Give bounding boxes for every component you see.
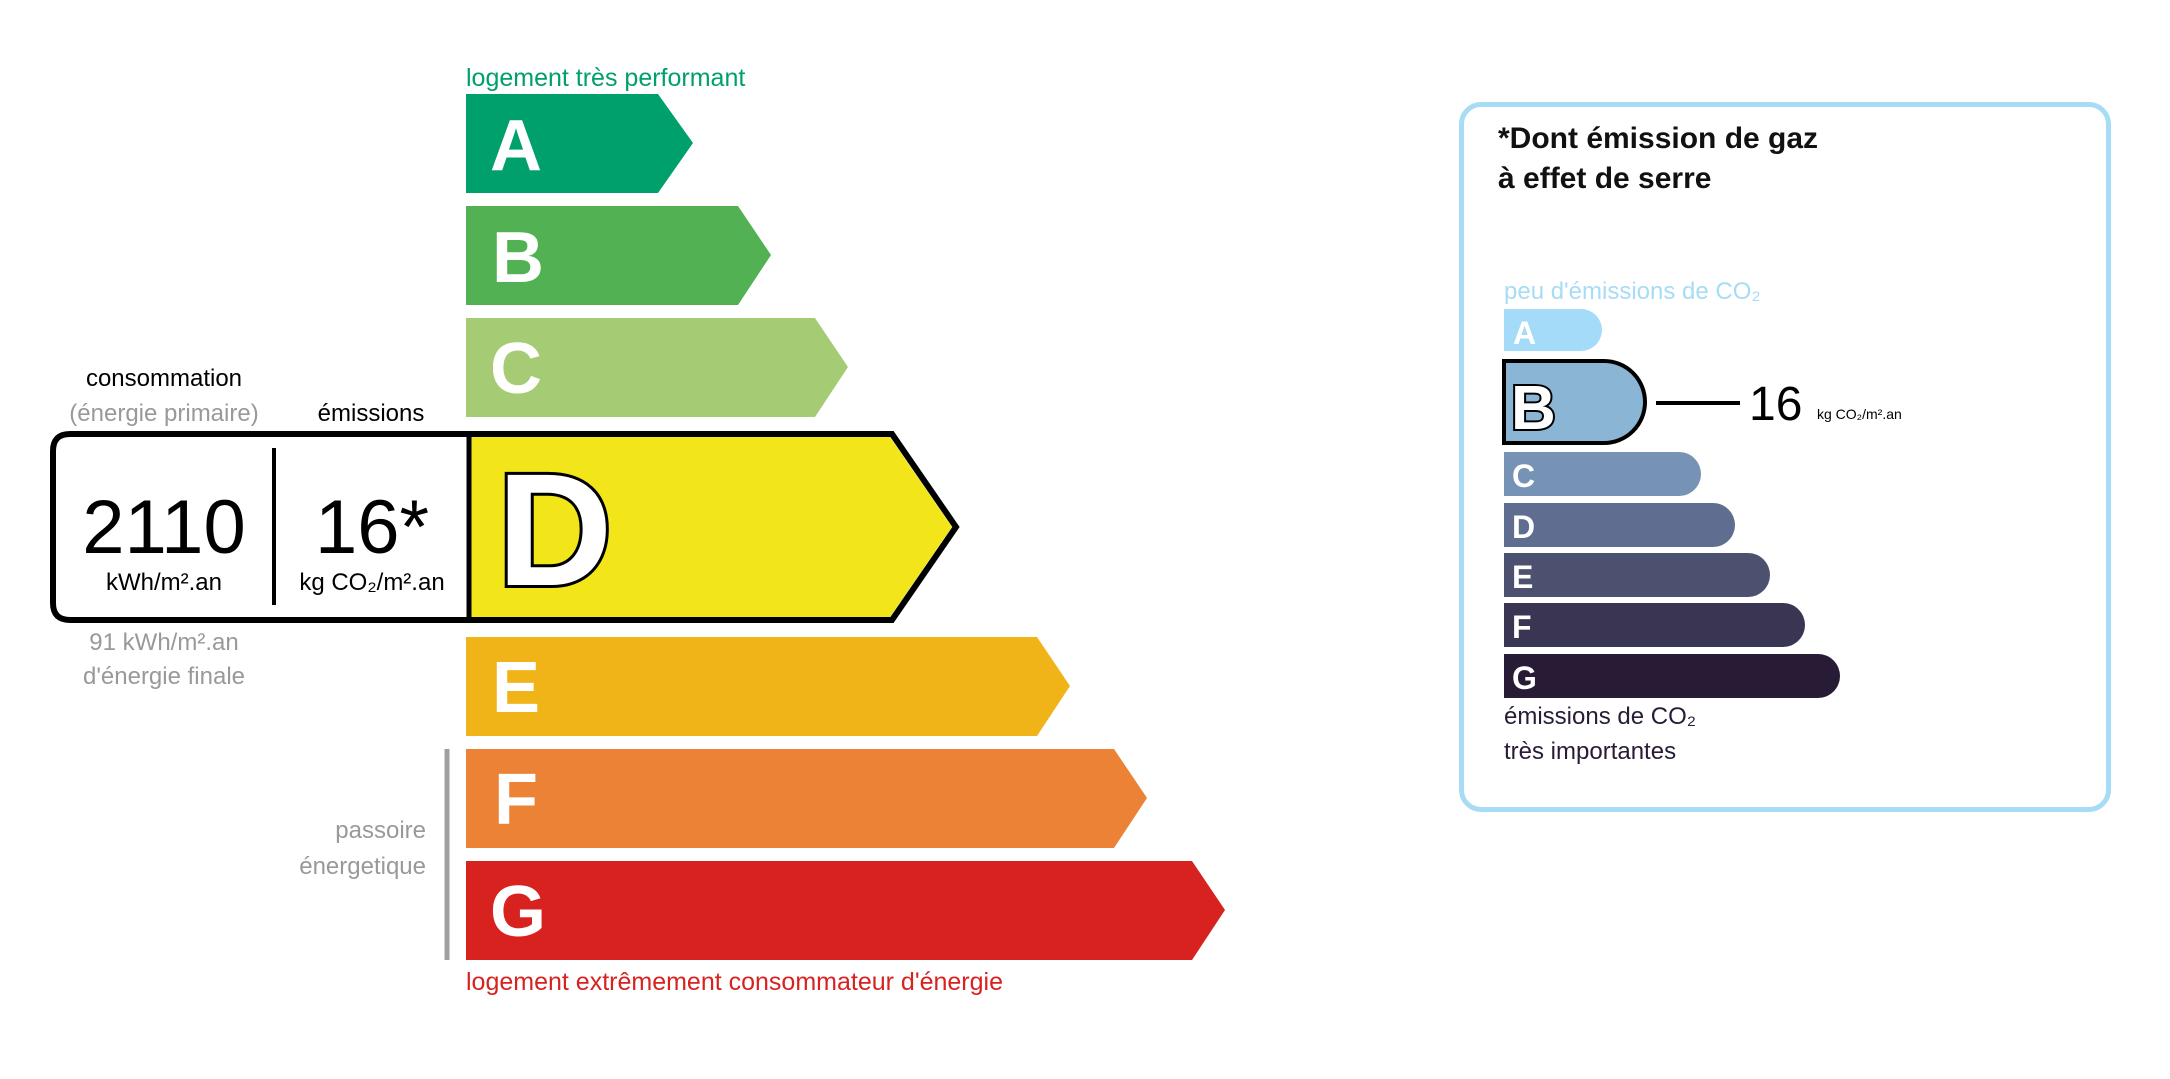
dpe-class-e: E (466, 637, 1070, 736)
dpe-letter-b: B (492, 218, 544, 298)
ges-letter-a: A (1513, 315, 1536, 351)
ges-bar-g (1504, 654, 1840, 698)
dpe-energy-scale: logement très performant A B C D 2110 kW… (50, 64, 1225, 996)
ges-letter-c: C (1512, 458, 1535, 494)
dpe-letter-d: D (497, 440, 613, 619)
ges-panel (1459, 102, 2111, 812)
dpe-class-a: A (466, 94, 693, 193)
dpe-letter-g: G (490, 872, 546, 952)
ges-title-line2: à effet de serre (1498, 162, 1711, 195)
ges-bar-c (1504, 452, 1701, 496)
ges-letter-e: E (1512, 559, 1533, 595)
dpe-class-b: B (466, 206, 771, 305)
passoire-label-line2: énergetique (299, 853, 426, 880)
dpe-bar-d (469, 437, 952, 617)
ges-bar-a (1504, 309, 1602, 351)
ges-bar-f (1504, 603, 1805, 647)
ges-bottom-label-line2: très importantes (1504, 738, 1676, 765)
emissions-header: émissions (318, 400, 425, 427)
ges-unit: kg CO₂/m².an (1817, 406, 1902, 422)
dpe-bottom-label: logement extrêmement consommateur d'éner… (466, 968, 1003, 996)
ges-bar-e (1504, 553, 1770, 597)
dpe-bar-e (466, 637, 1070, 736)
dpe-letter-a: A (490, 106, 542, 186)
dpe-bar-f (466, 749, 1147, 848)
dpe-bar-a (466, 94, 693, 193)
ges-bar-b (1502, 359, 1647, 445)
passoire-label-line1: passoire (335, 817, 426, 844)
ges-class-g: G (1504, 654, 1840, 698)
dpe-bar-g (466, 861, 1225, 960)
dpe-top-label: logement très performant (466, 64, 745, 92)
consumption-header: consommation (86, 365, 242, 392)
ges-class-d: D (1504, 503, 1735, 547)
emissions-unit: kg CO₂/m².an (299, 569, 444, 596)
dpe-letter-c: C (490, 329, 542, 409)
ges-bottom-label-line1: émissions de CO₂ (1504, 703, 1696, 730)
dpe-letter-e: E (492, 648, 540, 728)
final-energy-value: 91 kWh/m².an (89, 629, 238, 656)
dpe-letter-f: F (494, 760, 538, 840)
ges-bar-d (1504, 503, 1735, 547)
ges-value: 16 (1749, 378, 1802, 431)
ges-class-b: B 16 kg CO₂/m².an (1502, 359, 1902, 445)
dpe-class-g: G (466, 861, 1225, 960)
dpe-bar-b (466, 206, 771, 305)
ges-class-e: E (1504, 553, 1770, 597)
ges-letter-g: G (1512, 660, 1537, 696)
consumption-unit: kWh/m².an (106, 569, 222, 596)
consumption-subheader: (énergie primaire) (69, 400, 258, 427)
emissions-value: 16* (315, 485, 429, 570)
dpe-current-class-d: D 2110 kWh/m².an 16* kg CO₂/m².an (50, 431, 960, 623)
ges-letter-b: B (1511, 374, 1556, 443)
dpe-bar-c (466, 318, 848, 417)
ges-class-f: F (1504, 603, 1805, 647)
ges-letter-d: D (1512, 509, 1535, 545)
final-energy-label: d'énergie finale (83, 663, 245, 690)
dpe-class-c: C (466, 318, 848, 417)
ges-top-label: peu d'émissions de CO₂ (1504, 278, 1761, 305)
ges-title-line1: *Dont émission de gaz (1498, 122, 1818, 155)
ges-class-a: A (1504, 309, 1602, 351)
ges-class-c: C (1504, 452, 1701, 496)
consumption-value: 2110 (82, 485, 245, 570)
dpe-class-f: F (466, 749, 1147, 848)
ges-letter-f: F (1512, 609, 1532, 645)
ges-scale: *Dont émission de gaz à effet de serre p… (1498, 122, 1902, 765)
